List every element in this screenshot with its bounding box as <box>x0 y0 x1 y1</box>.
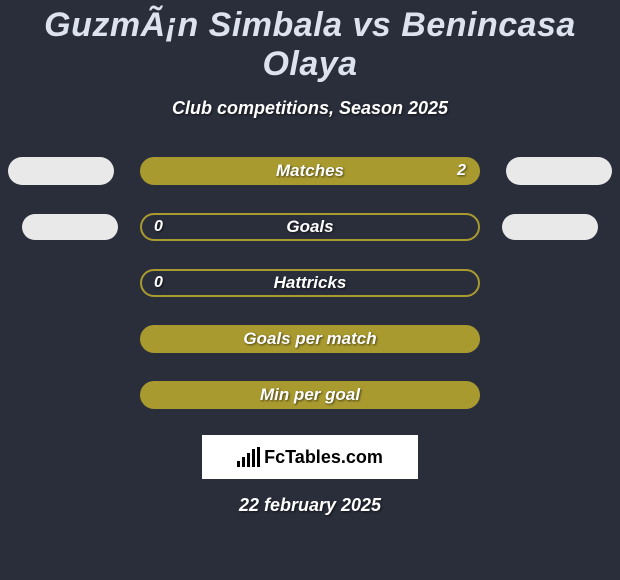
date-text: 22 february 2025 <box>0 495 620 516</box>
stat-label: Hattricks <box>274 273 347 293</box>
stat-pill-gpm: Goals per match <box>140 325 480 353</box>
stat-pill-goals: 0 Goals <box>140 213 480 241</box>
stat-value-left: 0 <box>154 274 163 292</box>
stat-label: Goals per match <box>243 329 376 349</box>
stat-pill-matches: Matches 2 <box>140 157 480 185</box>
watermark-badge: FcTables.com <box>202 435 418 479</box>
stat-row: Min per goal <box>0 381 620 409</box>
stat-row: Goals per match <box>0 325 620 353</box>
stat-value-left: 0 <box>154 218 163 236</box>
bars-icon <box>237 447 260 467</box>
subtitle: Club competitions, Season 2025 <box>0 98 620 119</box>
stats-rows: Matches 2 0 Goals 0 Hattricks Goals per … <box>0 157 620 409</box>
left-side-pill <box>8 157 114 185</box>
stat-pill-hattricks: 0 Hattricks <box>140 269 480 297</box>
stat-row: Matches 2 <box>0 157 620 185</box>
stat-label: Min per goal <box>260 385 360 405</box>
left-side-pill <box>22 214 118 240</box>
right-side-pill <box>506 157 612 185</box>
watermark-text: FcTables.com <box>264 447 383 468</box>
stat-label: Goals <box>286 217 333 237</box>
stat-row: 0 Hattricks <box>0 269 620 297</box>
stat-value-right: 2 <box>457 162 466 180</box>
page-title: GuzmÃ¡n Simbala vs Benincasa Olaya <box>0 0 620 84</box>
stat-row: 0 Goals <box>0 213 620 241</box>
right-side-pill <box>502 214 598 240</box>
stat-label: Matches <box>276 161 344 181</box>
stat-pill-mpg: Min per goal <box>140 381 480 409</box>
